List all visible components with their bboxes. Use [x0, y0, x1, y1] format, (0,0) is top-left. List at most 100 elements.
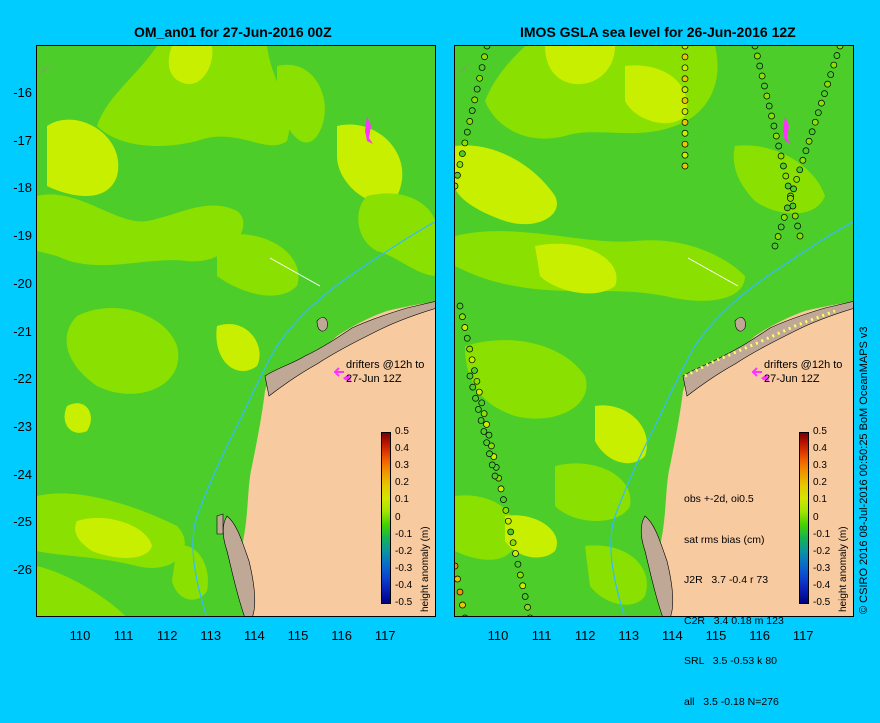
left-map-panel[interactable] [36, 45, 436, 617]
colorbar-tick-label: 0.5 [395, 426, 409, 437]
track-obs-marker [791, 212, 799, 220]
track-obs-marker [751, 46, 759, 50]
track-obs-marker [488, 442, 495, 450]
track-obs-marker [473, 85, 481, 93]
track-obs-marker [459, 150, 466, 158]
track-obs-marker [468, 356, 476, 364]
track-obs-marker [824, 80, 831, 88]
track-obs-marker [469, 383, 477, 391]
track-obs-marker [681, 86, 689, 93]
y-tick-label: -26 [13, 562, 32, 577]
track-obs-marker [509, 539, 517, 547]
track-obs-marker [772, 132, 780, 140]
track-obs-marker [782, 172, 790, 180]
colorbar-tick-label: -0.2 [395, 545, 413, 557]
track-obs-marker [456, 302, 464, 310]
x-tick-label: 113 [618, 628, 640, 643]
colorbar-tick-label: 0 [813, 511, 819, 523]
track-obs-marker [466, 118, 474, 125]
track-obs-marker [486, 450, 493, 458]
track-obs-marker [485, 431, 493, 439]
colorbar-tick-label: 0.2 [395, 477, 409, 489]
track-obs-marker [516, 571, 524, 579]
track-obs-marker [802, 147, 810, 155]
x-tick-label: 115 [287, 628, 309, 643]
track-obs-marker [777, 223, 785, 231]
track-obs-marker [455, 171, 461, 179]
colorbar-tick-label: -0.4 [395, 579, 413, 591]
track-obs-marker [463, 334, 471, 342]
track-obs-marker [507, 528, 515, 536]
track-obs-marker [836, 46, 844, 50]
y-tick-label: -22 [13, 371, 32, 387]
observation-stats: obs +-2d, oi0.5 sat rms bias (cm) J2R 3.… [684, 493, 784, 708]
track-obs-marker [475, 388, 483, 396]
colorbar-tick-label: -0.3 [395, 562, 413, 574]
left-colorbar-gradient [381, 432, 391, 604]
track-obs-marker [784, 204, 791, 212]
x-tick-label: 117 [792, 628, 814, 643]
track-obs-marker [474, 405, 482, 413]
track-obs-marker [774, 233, 782, 240]
colorbar-tick-label: 0.4 [395, 443, 409, 455]
x-tick-label: 114 [244, 628, 265, 643]
track-obs-marker [524, 603, 531, 611]
track-obs-marker [681, 119, 689, 126]
track-obs-marker [768, 112, 775, 120]
track-obs-marker [504, 517, 512, 525]
track-obs-marker [770, 122, 778, 130]
track-obs-marker [480, 428, 488, 435]
colorbar-tick-label: -0.5 [813, 597, 831, 608]
left-colorbar: 0.5 0.4 0.3 0.2 0.1 0 -0.1 -0.2 -0.3 -0.4 -0.5 [381, 426, 451, 612]
track-obs-marker [455, 575, 461, 583]
track-obs-marker [790, 185, 797, 193]
colorbar-tick-label: -0.1 [813, 528, 831, 540]
colorbar-tick-label: 0 [395, 511, 401, 523]
track-obs-marker [456, 161, 464, 168]
track-obs-marker [681, 97, 689, 104]
track-obs-marker [784, 182, 792, 190]
track-obs-marker [478, 64, 486, 71]
colorbar-tick-label: -0.5 [395, 597, 413, 608]
right-colorbar-label: height anomaly (m) [838, 526, 849, 612]
track-obs-marker [796, 166, 804, 174]
track-obs-marker [519, 582, 527, 590]
track-obs-marker [491, 472, 499, 480]
track-obs-marker [483, 46, 491, 50]
track-obs-marker [830, 61, 838, 69]
track-obs-marker [799, 156, 807, 164]
left-drifter-arrow-icon [334, 367, 344, 377]
right-colorbar: 0.5 0.4 0.3 0.2 0.1 0 -0.1 -0.2 -0.3 -0.4 -0.5 [799, 426, 869, 612]
colorbar-tick-label: -0.4 [813, 579, 831, 591]
track-obs-marker [471, 96, 479, 104]
x-tick-label: 114 [662, 628, 683, 643]
track-obs-marker [461, 324, 469, 331]
left-colorbar-label: height anomaly (m) [420, 526, 431, 612]
satellite-track-observations [455, 46, 844, 616]
track-obs-marker [468, 107, 476, 114]
right-map-panel[interactable] [454, 45, 854, 617]
track-obs-marker [811, 118, 819, 126]
track-obs-marker [459, 313, 466, 321]
track-obs-marker [473, 377, 481, 385]
track-obs-marker [818, 99, 825, 107]
x-tick-label: 117 [374, 628, 396, 643]
x-tick-label: 115 [705, 628, 727, 643]
track-obs-marker [481, 53, 488, 61]
track-obs-marker [793, 175, 801, 183]
colorbar-tick-label: -0.1 [395, 528, 413, 540]
x-tick-label: 111 [531, 628, 552, 643]
colorbar-tick-label: -0.3 [813, 562, 831, 574]
track-obs-marker [483, 439, 491, 447]
track-obs-marker [527, 614, 533, 616]
track-obs-marker [761, 82, 768, 90]
track-obs-marker [796, 232, 804, 240]
track-obs-marker [833, 52, 841, 59]
colorbar-tick-label: 0.4 [813, 443, 827, 455]
track-obs-marker [455, 562, 459, 570]
right-colorbar-gradient [799, 432, 809, 604]
track-obs-marker [763, 92, 771, 100]
track-obs-marker [512, 550, 519, 557]
track-obs-marker [463, 128, 471, 136]
credit-text: © CSIRO 2016 08-Jul-2016 00:50:25 BoM Oc… [858, 326, 870, 614]
